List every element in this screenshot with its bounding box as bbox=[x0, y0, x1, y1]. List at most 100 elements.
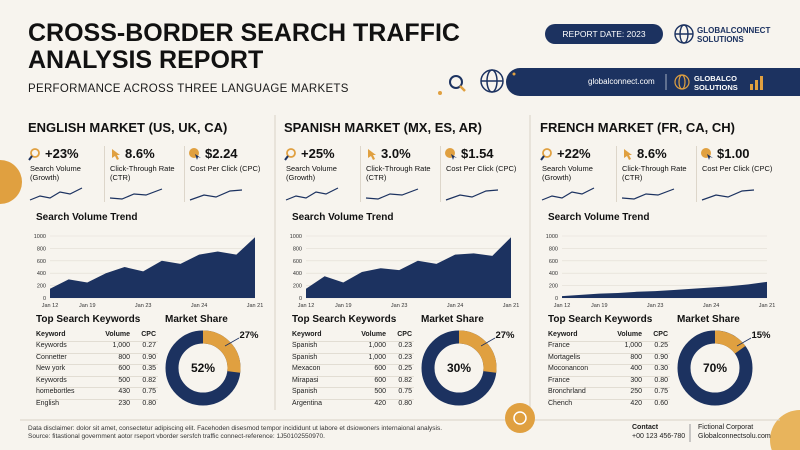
callout-label: 27% bbox=[495, 330, 515, 341]
kpi-sparkline bbox=[445, 189, 499, 201]
donut: 70% 15% bbox=[677, 330, 771, 406]
donut-segment bbox=[165, 330, 241, 406]
kpi-sparkline bbox=[541, 187, 595, 201]
keywords-title: Top Search Keywords bbox=[36, 314, 141, 325]
x-tick-label: Jan 24 bbox=[447, 303, 464, 309]
source: Source: fitastional government aotor rse… bbox=[28, 433, 325, 440]
table-cell: 0.25 bbox=[398, 365, 412, 372]
kpi-divider bbox=[360, 146, 361, 202]
trend-chart: 0 200 400 600 800 1000 Jan 12 Jan 19 Jan 23 Jan 2… bbox=[34, 234, 264, 309]
kpi-label: Click-Through Rate (CTR) bbox=[622, 164, 687, 182]
kpi-sparkline bbox=[621, 188, 675, 200]
y-tick-label: 800 bbox=[293, 246, 302, 252]
kpi-divider bbox=[184, 146, 185, 202]
donut-segment bbox=[421, 330, 497, 406]
table-cell: 500 bbox=[118, 376, 130, 384]
deco-dot bbox=[438, 91, 442, 95]
table-cell: 0.23 bbox=[398, 342, 412, 349]
kpi-sparkline bbox=[109, 188, 163, 200]
market-title: SPANISH MARKET (MX, ES, AR) bbox=[284, 120, 482, 135]
report-date: REPORT DATE: 2023 bbox=[545, 24, 663, 44]
table-cell: Keywords bbox=[36, 376, 67, 384]
table-cell: 250 bbox=[630, 388, 642, 395]
market-title: FRENCH MARKET (FR, CA, CH) bbox=[540, 120, 735, 135]
kpi-icon bbox=[540, 155, 545, 161]
table-cell: New york bbox=[36, 365, 66, 372]
callout-line bbox=[736, 337, 752, 347]
logo-short: GLOBALCO SOLUTIONS bbox=[694, 74, 738, 92]
table-cell: Argentina bbox=[292, 399, 322, 407]
table-row-line bbox=[548, 387, 670, 388]
search-icon bbox=[449, 75, 463, 89]
company: Fictional Corporat bbox=[698, 424, 754, 431]
kpi-label: Search Volume (Growth) bbox=[30, 164, 81, 182]
kpi-label: Search Volume (Growth) bbox=[542, 164, 593, 182]
kpi-label: Cost Per Click (CPC) bbox=[702, 164, 773, 173]
trend-title: Search Volume Trend bbox=[36, 212, 138, 223]
table-cell: Moconancon bbox=[548, 365, 589, 372]
table-row-line bbox=[292, 398, 414, 400]
kpi-icon bbox=[624, 149, 632, 160]
table-cell: Bronchrland bbox=[548, 388, 586, 395]
table-header: CPC bbox=[397, 331, 412, 338]
footer-badge-icon bbox=[513, 411, 527, 425]
table-row-line bbox=[548, 341, 670, 342]
y-tick-label: 600 bbox=[37, 259, 46, 265]
table-cell: 1,000 bbox=[368, 342, 386, 349]
table-cell: Mexacon bbox=[292, 365, 321, 372]
table-cell: 300 bbox=[630, 376, 642, 384]
callout-label: 15% bbox=[751, 330, 771, 341]
x-tick-label: Jan 21 bbox=[503, 303, 520, 309]
y-tick-label: 400 bbox=[37, 271, 46, 277]
kpi-label: Click-Through Rate (CTR) bbox=[110, 164, 175, 182]
table-cell: 0.27 bbox=[142, 342, 156, 349]
y-tick-label: 200 bbox=[549, 284, 558, 290]
table-cell: 0.23 bbox=[398, 353, 412, 361]
table-cell: France bbox=[548, 342, 570, 349]
y-tick-label: 400 bbox=[549, 271, 558, 277]
y-tick-label: 800 bbox=[37, 246, 46, 252]
kpi-value: 8.6% bbox=[125, 146, 155, 161]
x-tick-label: Jan 21 bbox=[247, 303, 264, 309]
table-row-line bbox=[36, 375, 158, 377]
kpi-sparkline bbox=[541, 187, 595, 201]
table-header: Volume bbox=[105, 331, 130, 338]
y-tick-label: 0 bbox=[555, 296, 558, 302]
table-header: CPC bbox=[141, 331, 156, 338]
y-tick-label: 200 bbox=[293, 284, 302, 290]
table-cell: Mortagelis bbox=[548, 353, 581, 361]
kpi-value: $1.00 bbox=[717, 146, 750, 161]
table-row-line bbox=[292, 341, 414, 342]
table-cell: Keywords bbox=[36, 342, 67, 349]
kpi-icon bbox=[540, 148, 552, 161]
kpi-value: +22% bbox=[557, 146, 591, 161]
deco-circle bbox=[770, 410, 800, 450]
kpi-icon bbox=[701, 148, 713, 160]
table-cell: 400 bbox=[630, 365, 642, 372]
table-cell: Spanish bbox=[292, 388, 318, 395]
kpi-sparkline bbox=[109, 188, 163, 200]
table-cell: 0.82 bbox=[398, 376, 412, 384]
trend-title: Search Volume Trend bbox=[548, 212, 650, 223]
table-row-line bbox=[36, 341, 158, 342]
x-tick-label: Jan 19 bbox=[79, 303, 96, 309]
x-tick-label: Jan 23 bbox=[391, 303, 408, 309]
kpi-icon bbox=[284, 155, 289, 161]
trend-chart: 0 200 400 600 800 1000 Jan 12 Jan 19 Jan 23 Jan 2… bbox=[546, 234, 776, 309]
deco-dot bbox=[512, 72, 516, 76]
table-cell: Spanish bbox=[292, 353, 318, 361]
kpi-sparkline bbox=[365, 188, 419, 200]
table-cell: 1,000 bbox=[368, 353, 386, 361]
y-tick-label: 600 bbox=[549, 259, 558, 265]
kpi-divider bbox=[616, 146, 617, 202]
table-cell: 420 bbox=[374, 399, 386, 407]
search-icon bbox=[459, 85, 466, 92]
table-row-line bbox=[292, 375, 414, 377]
table-cell: 0.82 bbox=[142, 376, 156, 384]
area bbox=[562, 281, 767, 298]
header-band bbox=[506, 68, 800, 96]
table-header: Keyword bbox=[292, 331, 322, 338]
share-title: Market Share bbox=[165, 314, 228, 325]
kpi-value: $1.54 bbox=[461, 146, 494, 161]
